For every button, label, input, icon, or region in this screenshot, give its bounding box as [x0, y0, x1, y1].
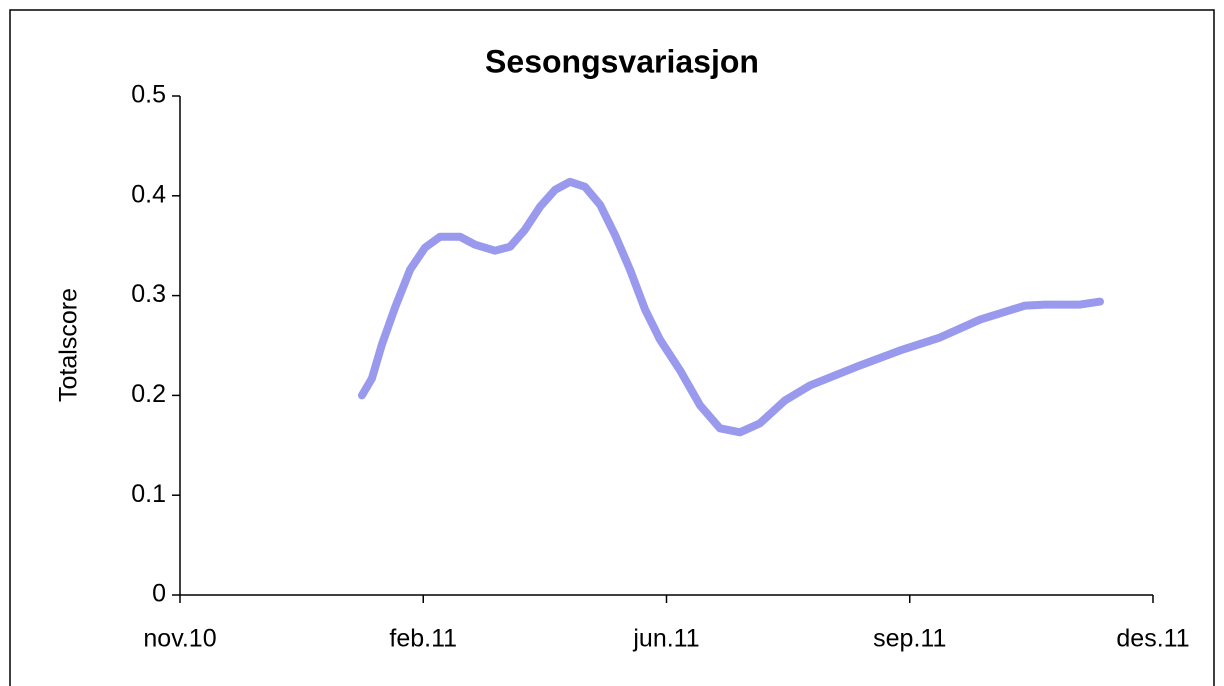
x-tick-label: sep.11	[873, 625, 946, 653]
x-tick-label: jun.11	[632, 625, 699, 653]
y-tick-label: 0.3	[131, 280, 166, 308]
chart-title: Sesongsvariasjon	[485, 43, 759, 79]
y-tick-label: 0.2	[131, 380, 166, 408]
y-tick-label: 0.5	[131, 81, 166, 109]
x-tick-label: feb.11	[389, 625, 457, 653]
y-tick-label: 0	[152, 580, 166, 608]
x-tick-label: des.11	[1116, 625, 1189, 653]
y-axis-label: Totalscore	[55, 288, 83, 402]
y-tick-label: 0.4	[131, 180, 166, 208]
x-tick-label: nov.10	[143, 625, 216, 653]
chart-border	[9, 9, 1215, 686]
y-tick-label: 0.1	[131, 480, 166, 508]
data-line	[357, 177, 1104, 437]
